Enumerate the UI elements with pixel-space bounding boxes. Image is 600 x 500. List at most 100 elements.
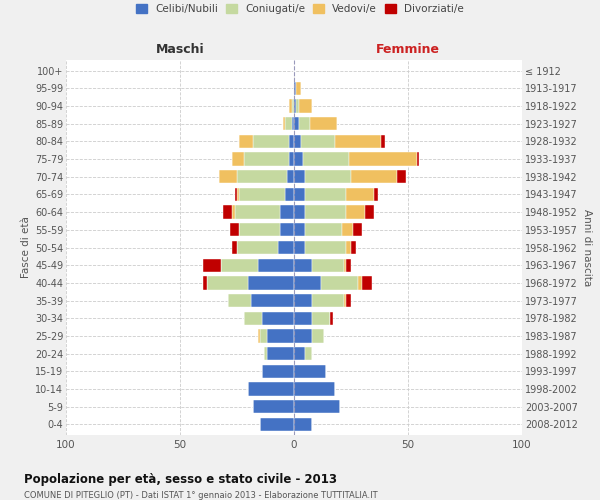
Bar: [203, 258, 221, 272]
Bar: [417, 152, 419, 166]
Bar: [362, 276, 371, 289]
Text: Popolazione per età, sesso e stato civile - 2013: Popolazione per età, sesso e stato civil…: [24, 472, 337, 486]
Bar: [294, 312, 312, 325]
Bar: [374, 188, 379, 201]
Y-axis label: Anni di nascita: Anni di nascita: [581, 209, 592, 286]
Bar: [294, 206, 305, 219]
Bar: [292, 100, 294, 112]
Bar: [312, 294, 344, 307]
Bar: [280, 206, 294, 219]
Bar: [294, 223, 305, 236]
Bar: [305, 188, 346, 201]
Bar: [294, 418, 312, 431]
Bar: [335, 134, 380, 148]
Bar: [344, 294, 346, 307]
Bar: [239, 223, 280, 236]
Bar: [305, 241, 346, 254]
Bar: [294, 400, 340, 413]
Bar: [296, 100, 299, 112]
Bar: [305, 347, 312, 360]
Bar: [365, 206, 374, 219]
Bar: [299, 100, 312, 112]
Bar: [228, 294, 251, 307]
Bar: [248, 276, 294, 289]
Bar: [346, 206, 365, 219]
Bar: [237, 241, 278, 254]
Bar: [248, 382, 294, 396]
Bar: [294, 347, 305, 360]
Bar: [244, 312, 262, 325]
Bar: [244, 152, 289, 166]
Bar: [305, 206, 346, 219]
Text: Femmine: Femmine: [376, 44, 440, 57]
Bar: [294, 258, 312, 272]
Y-axis label: Fasce di età: Fasce di età: [20, 216, 31, 278]
Bar: [294, 134, 301, 148]
Bar: [223, 206, 232, 219]
Bar: [294, 188, 305, 201]
Bar: [232, 206, 235, 219]
Bar: [262, 364, 294, 378]
Bar: [344, 258, 346, 272]
Legend: Celibi/Nubili, Coniugati/e, Vedovi/e, Divorziati/e: Celibi/Nubili, Coniugati/e, Vedovi/e, Di…: [132, 0, 468, 18]
Bar: [353, 223, 362, 236]
Bar: [358, 276, 362, 289]
Bar: [251, 294, 294, 307]
Bar: [239, 134, 253, 148]
Bar: [322, 276, 358, 289]
Bar: [262, 312, 294, 325]
Bar: [257, 258, 294, 272]
Bar: [380, 134, 385, 148]
Bar: [278, 241, 294, 254]
Bar: [299, 117, 310, 130]
Bar: [221, 258, 257, 272]
Bar: [312, 258, 344, 272]
Bar: [349, 152, 417, 166]
Bar: [253, 134, 289, 148]
Bar: [294, 82, 296, 95]
Bar: [260, 418, 294, 431]
Bar: [346, 258, 351, 272]
Bar: [294, 276, 322, 289]
Bar: [260, 330, 266, 342]
Bar: [237, 188, 239, 201]
Bar: [287, 170, 294, 183]
Bar: [303, 152, 349, 166]
Bar: [351, 170, 397, 183]
Bar: [312, 330, 323, 342]
Bar: [346, 241, 351, 254]
Bar: [294, 364, 326, 378]
Bar: [342, 223, 353, 236]
Bar: [294, 117, 299, 130]
Text: Maschi: Maschi: [155, 44, 205, 57]
Bar: [266, 347, 294, 360]
Bar: [219, 170, 237, 183]
Bar: [237, 170, 287, 183]
Bar: [257, 330, 260, 342]
Bar: [294, 170, 305, 183]
Bar: [230, 223, 239, 236]
Text: COMUNE DI PITEGLIO (PT) - Dati ISTAT 1° gennaio 2013 - Elaborazione TUTTITALIA.I: COMUNE DI PITEGLIO (PT) - Dati ISTAT 1° …: [24, 491, 377, 500]
Bar: [280, 223, 294, 236]
Bar: [351, 241, 356, 254]
Bar: [331, 312, 333, 325]
Bar: [296, 82, 301, 95]
Bar: [346, 188, 374, 201]
Bar: [283, 117, 285, 130]
Bar: [294, 241, 305, 254]
Bar: [239, 188, 285, 201]
Bar: [346, 294, 351, 307]
Bar: [292, 117, 294, 130]
Bar: [203, 276, 208, 289]
Bar: [208, 276, 248, 289]
Bar: [294, 330, 312, 342]
Bar: [285, 117, 292, 130]
Bar: [266, 330, 294, 342]
Bar: [397, 170, 406, 183]
Bar: [289, 134, 294, 148]
Bar: [235, 206, 280, 219]
Bar: [294, 100, 296, 112]
Bar: [305, 223, 342, 236]
Bar: [289, 100, 292, 112]
Bar: [294, 382, 335, 396]
